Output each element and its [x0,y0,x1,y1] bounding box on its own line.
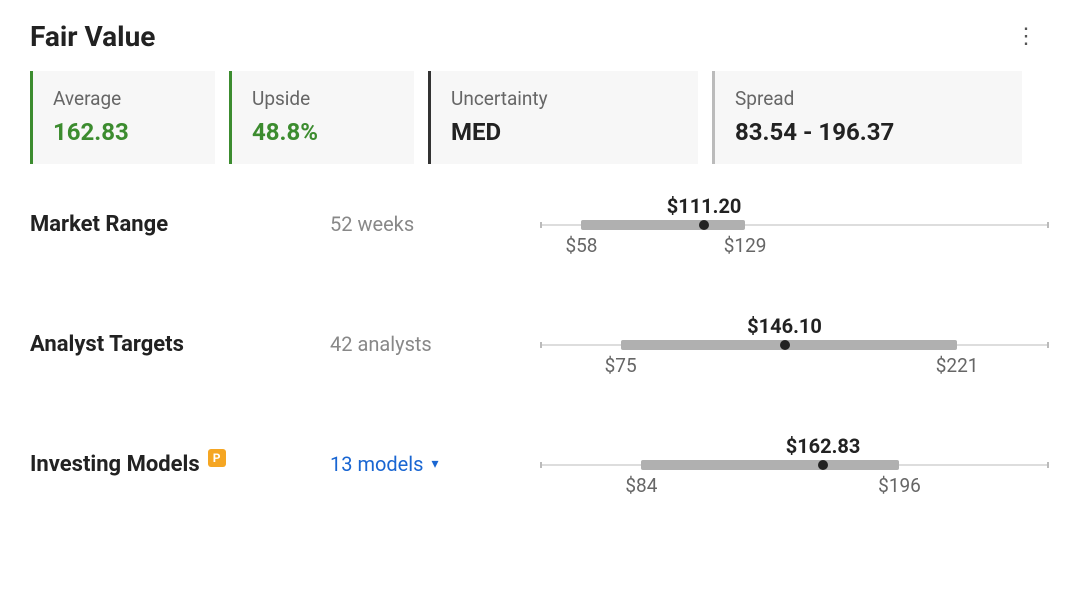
range-current-label: $146.10 [747,314,822,338]
summary-card-label: Average [53,87,195,110]
range-marker [818,460,828,470]
range-bar: $162.83 $84 $196 [540,434,1047,494]
chevron-down-icon[interactable]: ▾ [431,456,438,472]
range-row-analyst-targets: Analyst Targets 42 analysts $146.10 $75 $221 [30,314,1047,374]
more-options-icon[interactable]: ⋮ [1005,22,1047,52]
range-band [581,220,745,230]
summary-card-label: Spread [735,87,1002,110]
summary-card-value: 48.8% [252,118,394,146]
range-bar: $111.20 $58 $129 [540,194,1047,254]
range-band [641,460,899,470]
summary-card-value: MED [451,118,678,146]
pro-badge-icon: P [208,449,226,467]
summary-card-value: 162.83 [53,118,195,146]
range-high-label: $221 [936,354,979,377]
page-title: Fair Value [30,20,155,53]
range-bar: $146.10 $75 $221 [540,314,1047,374]
summary-card-average[interactable]: Average 162.83 [30,71,215,164]
range-low-label: $75 [605,354,637,377]
range-tick-start [540,462,542,468]
summary-card-uncertainty[interactable]: Uncertainty MED [428,71,698,164]
range-label: Analyst Targets [30,332,184,357]
range-high-label: $129 [724,234,767,257]
range-tick-end [1047,222,1049,228]
ranges-container: Market Range 52 weeks $111.20 $58 $129 Analys… [30,194,1047,494]
range-row-market-range: Market Range 52 weeks $111.20 $58 $129 [30,194,1047,254]
range-sub: 52 weeks [330,212,414,236]
range-current-label: $162.83 [786,434,861,458]
range-low-label: $84 [625,474,657,497]
range-label: Market Range [30,212,168,237]
range-marker [780,340,790,350]
range-high-label: $196 [878,474,921,497]
summary-card-spread[interactable]: Spread 83.54 - 196.37 [712,71,1022,164]
range-low-label: $58 [565,234,597,257]
range-sub: 42 analysts [330,332,432,356]
summary-card-label: Upside [252,87,394,110]
summary-cards: Average 162.83 Upside 48.8% Uncertainty MED Sp… [30,71,1047,164]
range-tick-end [1047,462,1049,468]
range-tick-start [540,342,542,348]
range-marker [699,220,709,230]
range-label: Investing Models [30,452,200,477]
summary-card-value: 83.54 - 196.37 [735,118,1002,146]
range-sub[interactable]: 13 models [330,452,423,476]
summary-card-label: Uncertainty [451,87,678,110]
summary-card-upside[interactable]: Upside 48.8% [229,71,414,164]
range-current-label: $111.20 [667,194,742,218]
range-row-investing-models: Investing Models P 13 models ▾ $162.83 $84 $19… [30,434,1047,494]
range-tick-start [540,222,542,228]
range-tick-end [1047,342,1049,348]
